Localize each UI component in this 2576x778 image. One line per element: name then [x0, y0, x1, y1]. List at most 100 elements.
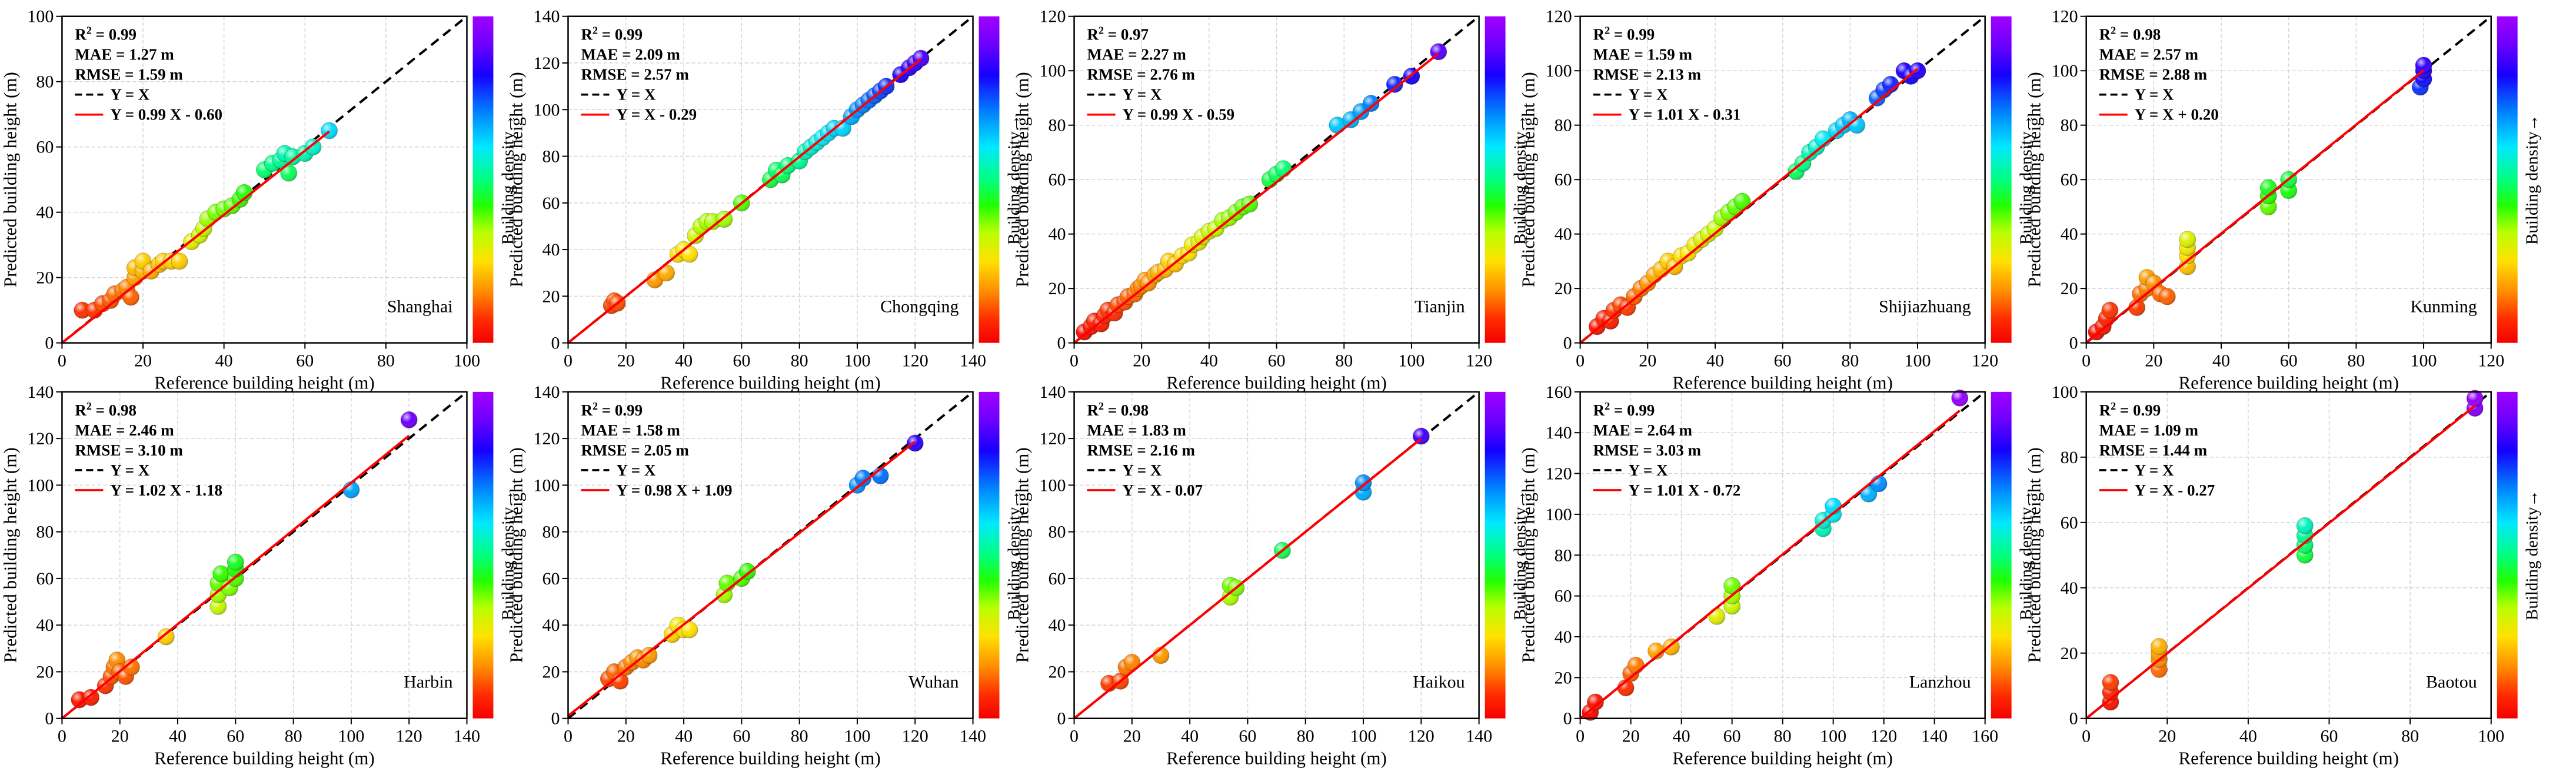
- x-axis-label: Reference building height (m): [660, 373, 880, 393]
- y-tick-label: 20: [1555, 279, 1572, 298]
- x-tick-label: 160: [1972, 727, 1998, 746]
- y-tick-label: 80: [2061, 448, 2078, 467]
- data-point-shade: [2101, 302, 2118, 319]
- data-point-shade: [2260, 179, 2277, 197]
- x-tick-label: 80: [2401, 727, 2419, 746]
- mae-label: MAE = 1.27 m: [75, 46, 174, 64]
- data-point-shade: [1871, 475, 1888, 492]
- colorbar-label: Building density→: [1004, 490, 1023, 621]
- x-tick-label: 100: [338, 727, 364, 746]
- panel-tianjin: 0 20 40 60 80 100 120 0 20 40 60 80 100 120 Reference …: [1012, 7, 1530, 393]
- mae-label: MAE = 1.83 m: [1087, 421, 1187, 439]
- fit-line: [2085, 69, 2425, 344]
- x-tick-label: 20: [2158, 727, 2176, 746]
- y-tick-label: 140: [533, 7, 560, 26]
- r2-label: R2 = 0.99: [2099, 400, 2161, 419]
- y-axis-label: Predicted building height (m): [1518, 447, 1539, 663]
- r2-label: R2 = 0.98: [2099, 25, 2161, 44]
- data-point-shade: [739, 563, 756, 580]
- colorbar-label: Building density→: [2523, 114, 2542, 245]
- y-tick-label: 100: [27, 476, 54, 495]
- y-tick-label: 0: [2069, 709, 2078, 729]
- x-axis-label: Reference building height (m): [1166, 373, 1386, 393]
- y-tick-label: 120: [1040, 7, 1066, 26]
- y-tick-label: 140: [1040, 383, 1066, 402]
- y-tick-label: 0: [2069, 334, 2078, 353]
- x-axis-label: Reference building height (m): [154, 373, 374, 393]
- y-tick-label: 20: [1049, 279, 1066, 298]
- x-tick-label: 100: [1350, 727, 1377, 746]
- data-point-shade: [1708, 608, 1725, 625]
- data-point-shade: [123, 659, 140, 676]
- legend-fit-label: Y = X - 0.29: [616, 106, 697, 124]
- legend-identity-label: Y = X: [1629, 461, 1668, 479]
- data-point-shade: [1951, 390, 1968, 407]
- x-axis-label: Reference building height (m): [1672, 748, 1892, 769]
- x-tick-label: 0: [2082, 351, 2091, 371]
- x-tick-label: 80: [1335, 351, 1353, 371]
- r2-label: R2 = 0.99: [1593, 25, 1655, 44]
- y-axis-label: Predicted building height (m): [1012, 447, 1033, 663]
- legend-identity-label: Y = X: [2135, 86, 2174, 104]
- data-point-shade: [1587, 693, 1604, 710]
- y-tick-label: 80: [36, 72, 54, 92]
- y-tick-label: 0: [1057, 709, 1066, 729]
- data-point-shade: [1648, 643, 1665, 660]
- x-tick-label: 140: [1921, 727, 1948, 746]
- x-tick-label: 40: [1181, 727, 1199, 746]
- city-label: Kunming: [2410, 297, 2477, 317]
- data-point-shade: [1733, 193, 1750, 210]
- x-axis-label: Reference building height (m): [1166, 748, 1386, 769]
- plot-frame: [1073, 391, 1480, 719]
- y-tick-label: 100: [1040, 476, 1066, 495]
- data-point-shade: [1909, 62, 1926, 79]
- plot-frame: [61, 15, 468, 344]
- x-tick-label: 60: [1239, 727, 1256, 746]
- legend-fit-label: Y = 0.99 X - 0.60: [110, 106, 222, 124]
- x-tick-label: 120: [1871, 727, 1897, 746]
- y-axis-label: Predicted building height (m): [1012, 72, 1033, 287]
- y-tick-label: 100: [2052, 383, 2078, 402]
- y-tick-label: 0: [551, 709, 560, 729]
- fit-line: [1073, 437, 1422, 720]
- data-point-shade: [2151, 638, 2168, 655]
- fit-line: [567, 440, 916, 717]
- x-tick-label: 80: [1841, 351, 1859, 371]
- data-point-shade: [1413, 428, 1430, 445]
- panel-kunming: 0 20 40 60 80 100 120 0 20 40 60 80 100 120 Reference …: [2024, 7, 2542, 393]
- y-tick-label: 80: [1049, 116, 1066, 135]
- mae-label: MAE = 1.58 m: [581, 421, 680, 439]
- x-tick-label: 80: [1297, 727, 1314, 746]
- x-tick-label: 40: [2212, 351, 2230, 371]
- point-group: [600, 434, 924, 690]
- city-label: Chongqing: [880, 297, 958, 317]
- plot-frame: [567, 391, 974, 719]
- x-tick-label: 40: [2239, 727, 2257, 746]
- x-axis-label: Reference building height (m): [154, 748, 374, 769]
- y-tick-label: 40: [36, 203, 54, 222]
- x-tick-label: 20: [1133, 351, 1150, 371]
- x-tick-label: 20: [1622, 727, 1640, 746]
- x-tick-label: 100: [454, 351, 480, 371]
- mae-label: MAE = 2.64 m: [1593, 421, 1693, 439]
- x-tick-label: 20: [111, 727, 129, 746]
- x-tick-label: 20: [1123, 727, 1141, 746]
- legend-fit-label: Y = 0.98 X + 1.09: [616, 481, 732, 499]
- x-tick-label: 40: [1673, 727, 1690, 746]
- x-tick-label: 20: [617, 727, 635, 746]
- x-tick-label: 40: [1706, 351, 1724, 371]
- plot-frame: [61, 391, 468, 719]
- legend-fit-label: Y = 1.01 X - 0.72: [1629, 481, 1741, 499]
- x-tick-label: 120: [396, 727, 422, 746]
- fit-line: [2085, 404, 2476, 720]
- rmse-label: RMSE = 3.10 m: [75, 441, 183, 459]
- x-tick-label: 100: [1904, 351, 1931, 371]
- legend-identity-label: Y = X: [2135, 461, 2174, 479]
- x-tick-label: 120: [2478, 351, 2504, 371]
- y-tick-label: 80: [542, 147, 560, 167]
- colorbar: [472, 16, 494, 343]
- y-tick-label: 80: [1555, 116, 1572, 135]
- city-label: Harbin: [404, 673, 452, 692]
- y-tick-label: 0: [1563, 334, 1572, 353]
